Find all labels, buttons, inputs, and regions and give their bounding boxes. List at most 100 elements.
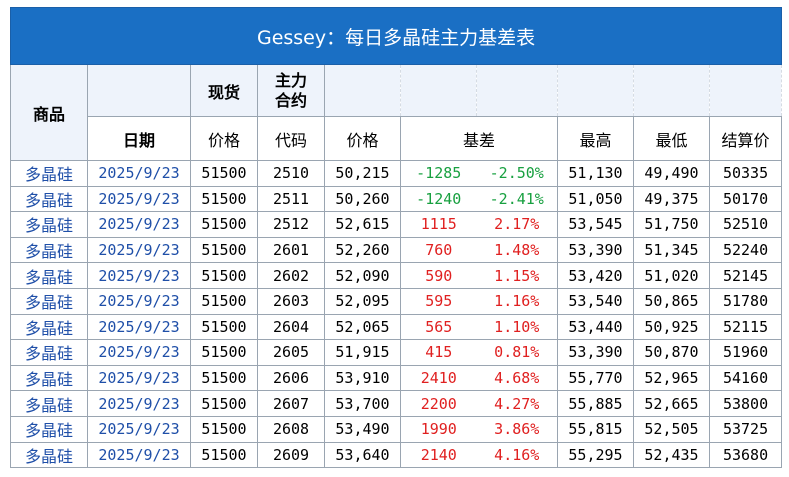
- header-basis: 基差: [400, 116, 558, 161]
- cell-price: 50,260: [324, 185, 401, 213]
- cell-date: 2025/9/23: [87, 313, 191, 341]
- cell-settle: 53725: [708, 415, 783, 443]
- cell-basis: -1285: [400, 160, 477, 187]
- cell-basis: 595: [400, 287, 477, 315]
- cell-basis: 1115: [400, 211, 477, 238]
- cell-basis-pct: 1.48%: [476, 236, 558, 264]
- cell-high: 53,390: [557, 339, 634, 366]
- cell-spot-price: 51500: [190, 339, 258, 366]
- cell-product: 多晶硅: [10, 185, 88, 213]
- cell-date: 2025/9/23: [87, 339, 191, 366]
- cell-high: 53,440: [557, 313, 634, 341]
- table-row: 多晶硅 2025/9/23 51500 2601 52,260 760 1.48% 53,39…: [10, 236, 783, 264]
- cell-contract-code: 2601: [257, 236, 325, 264]
- header-main-contract-line1: 主力: [274, 70, 307, 90]
- cell-contract-code: 2512: [257, 211, 325, 238]
- cell-high: 53,420: [557, 262, 634, 289]
- cell-low: 52,665: [633, 390, 710, 417]
- cell-date: 2025/9/23: [87, 364, 191, 392]
- table-row: 多晶硅 2025/9/23 51500 2607 53,700 2200 4.27% 55,8…: [10, 390, 783, 417]
- header-price: 价格: [324, 116, 401, 161]
- table-row: 多晶硅 2025/9/23 51500 2604 52,065 565 1.10% 53,44…: [10, 313, 783, 341]
- cell-high: 53,540: [557, 287, 634, 315]
- cell-high: 53,390: [557, 236, 634, 264]
- cell-date: 2025/9/23: [87, 441, 191, 469]
- cell-product: 多晶硅: [10, 364, 88, 392]
- header-low: 最低: [633, 116, 710, 161]
- cell-spot-price: 51500: [190, 211, 258, 238]
- header-blank-4: [557, 64, 634, 117]
- cell-basis-pct: 1.15%: [476, 262, 558, 289]
- cell-low: 49,490: [633, 160, 710, 187]
- cell-low: 51,020: [633, 262, 710, 289]
- header-blank-1: [324, 64, 401, 117]
- header-blank-2: [400, 64, 477, 117]
- cell-settle: 52145: [708, 262, 783, 289]
- cell-contract-code: 2609: [257, 441, 325, 469]
- table-row: 多晶硅 2025/9/23 51500 2512 52,615 1115 2.17% 53,5…: [10, 211, 783, 238]
- header-code: 代码: [257, 116, 325, 161]
- table-row: 多晶硅 2025/9/23 51500 2608 53,490 1990 3.86% 55,8…: [10, 415, 783, 443]
- cell-date: 2025/9/23: [87, 185, 191, 213]
- cell-settle: 52240: [708, 236, 783, 264]
- cell-basis-pct: 2.17%: [476, 211, 558, 238]
- cell-date: 2025/9/23: [87, 236, 191, 264]
- table-row: 多晶硅 2025/9/23 51500 2606 53,910 2410 4.68% 55,7…: [10, 364, 783, 392]
- header-spot-price: 价格: [190, 116, 258, 161]
- cell-product: 多晶硅: [10, 415, 88, 443]
- cell-date: 2025/9/23: [87, 211, 191, 238]
- cell-basis-pct: -2.50%: [476, 160, 558, 187]
- table-row: 多晶硅 2025/9/23 51500 2603 52,095 595 1.16% 53,54…: [10, 287, 783, 315]
- cell-product: 多晶硅: [10, 262, 88, 289]
- cell-basis: -1240: [400, 185, 477, 213]
- cell-basis-pct: 1.10%: [476, 313, 558, 341]
- cell-settle: 52115: [708, 313, 783, 341]
- cell-price: 53,490: [324, 415, 401, 443]
- cell-basis-pct: 4.27%: [476, 390, 558, 417]
- cell-product: 多晶硅: [10, 313, 88, 341]
- cell-settle: 51960: [708, 339, 783, 366]
- header-settle: 结算价: [708, 116, 783, 161]
- cell-basis: 2200: [400, 390, 477, 417]
- cell-contract-code: 2604: [257, 313, 325, 341]
- table-row: 多晶硅 2025/9/23 51500 2511 50,260 -1240 -2.41% 51…: [10, 185, 783, 213]
- cell-contract-code: 2510: [257, 160, 325, 187]
- cell-price: 52,615: [324, 211, 401, 238]
- cell-high: 51,130: [557, 160, 634, 187]
- cell-basis: 590: [400, 262, 477, 289]
- basis-table-container: Gessey：每日多晶硅主力基差表 商品 现货 主力 合约 日期 价格: [9, 7, 783, 469]
- cell-low: 52,965: [633, 364, 710, 392]
- cell-spot-price: 51500: [190, 415, 258, 443]
- cell-spot-price: 51500: [190, 364, 258, 392]
- cell-basis: 760: [400, 236, 477, 264]
- cell-contract-code: 2511: [257, 185, 325, 213]
- cell-high: 53,545: [557, 211, 634, 238]
- cell-price: 52,065: [324, 313, 401, 341]
- cell-spot-price: 51500: [190, 390, 258, 417]
- cell-product: 多晶硅: [10, 390, 88, 417]
- cell-price: 51,915: [324, 339, 401, 366]
- cell-contract-code: 2608: [257, 415, 325, 443]
- cell-date: 2025/9/23: [87, 415, 191, 443]
- cell-spot-price: 51500: [190, 287, 258, 315]
- cell-date: 2025/9/23: [87, 390, 191, 417]
- cell-settle: 53680: [708, 441, 783, 469]
- cell-low: 51,750: [633, 211, 710, 238]
- cell-high: 55,885: [557, 390, 634, 417]
- cell-price: 52,090: [324, 262, 401, 289]
- cell-spot-price: 51500: [190, 185, 258, 213]
- cell-contract-code: 2607: [257, 390, 325, 417]
- cell-spot-price: 51500: [190, 313, 258, 341]
- cell-spot-price: 51500: [190, 160, 258, 187]
- cell-date: 2025/9/23: [87, 160, 191, 187]
- cell-settle: 54160: [708, 364, 783, 392]
- cell-contract-code: 2602: [257, 262, 325, 289]
- basis-table: Gessey：每日多晶硅主力基差表 商品 现货 主力 合约 日期 价格: [9, 7, 783, 469]
- cell-product: 多晶硅: [10, 339, 88, 366]
- header-high: 最高: [557, 116, 634, 161]
- cell-settle: 50170: [708, 185, 783, 213]
- table-row: 多晶硅 2025/9/23 51500 2510 50,215 -1285 -2.50% 51…: [10, 160, 783, 187]
- header-blank-6: [708, 64, 783, 117]
- table-row: 多晶硅 2025/9/23 51500 2605 51,915 415 0.81% 53,39…: [10, 339, 783, 366]
- cell-low: 52,435: [633, 441, 710, 469]
